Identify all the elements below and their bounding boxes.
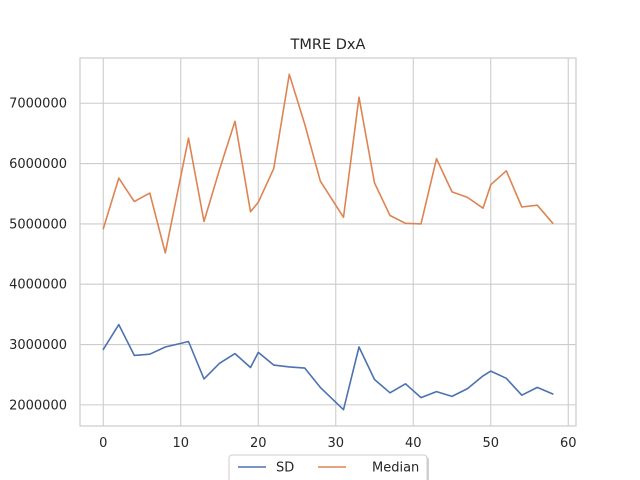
tick-labels: 0 10 20 30 40 50 60 2000000 3000000 4000000 500000…	[9, 97, 576, 451]
y-tick-label: 6000000	[9, 157, 67, 172]
x-tick-label: 10	[172, 436, 189, 451]
y-tick-label: 3000000	[9, 338, 67, 353]
plot-frame	[79, 57, 577, 427]
legend-label-sd: SD	[276, 461, 294, 476]
x-tick-label: 20	[250, 436, 267, 451]
y-tick-label: 5000000	[9, 217, 67, 232]
y-tick-label: 4000000	[9, 278, 67, 293]
chart-title: TMRE DxA	[290, 37, 366, 53]
legend-label-median: Median	[372, 461, 419, 476]
series-line-sd	[102, 323, 554, 411]
legend: SD Median	[228, 454, 429, 480]
series-lines	[102, 73, 554, 411]
x-tick-label: 0	[99, 436, 107, 451]
y-tick-label: 7000000	[9, 97, 67, 112]
y-tick-label: 2000000	[9, 398, 67, 413]
x-tick-label: 40	[405, 436, 422, 451]
grid-lines	[80, 58, 576, 426]
x-tick-label: 50	[482, 436, 499, 451]
x-tick-label: 60	[560, 436, 577, 451]
x-tick-label: 30	[327, 436, 344, 451]
series-line-median	[102, 73, 554, 254]
